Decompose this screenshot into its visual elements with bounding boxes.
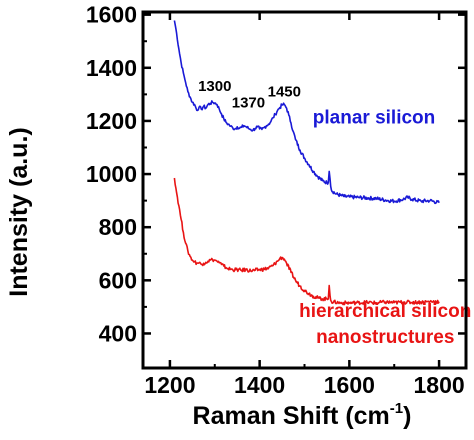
x-tick-label-1200: 1200 <box>144 372 195 398</box>
series-label-1-line-0: hierarchical silicon <box>299 301 471 322</box>
x-axis-title: Raman Shift (cm-1) <box>193 400 412 430</box>
y-tick-label-1600: 1600 <box>86 2 137 28</box>
x-tick-label-1800: 1800 <box>413 372 464 398</box>
series-line-1 <box>173 177 440 306</box>
axes: 1200 1400 1600 1800 400 600 800 1000 1200 1400 160… <box>86 2 468 398</box>
y-tick-label-1000: 1000 <box>86 161 137 187</box>
peak-label-2: 1450 <box>268 83 301 100</box>
series-group <box>173 20 440 306</box>
x-tick-label-1400: 1400 <box>234 372 285 398</box>
x-axis-title-main: Raman Shift (cm <box>193 402 390 430</box>
x-axis-title-suffix: ) <box>403 402 411 430</box>
y-axis-title: Intensity (a.u.) <box>5 127 33 296</box>
y-tick-label-600: 600 <box>99 267 137 293</box>
series-label-1-line-1: nanostructures <box>316 327 454 348</box>
x-axis-title-superscript: -1 <box>390 400 403 417</box>
y-tick-label-1400: 1400 <box>86 55 137 81</box>
series-label-0-line-0: planar silicon <box>313 108 435 129</box>
y-tick-label-400: 400 <box>99 320 137 346</box>
y-tick-label-800: 800 <box>99 214 137 240</box>
x-tick-label-1600: 1600 <box>324 372 375 398</box>
peak-label-1: 1370 <box>232 95 265 112</box>
peak-label-0: 1300 <box>198 78 231 95</box>
y-tick-label-1200: 1200 <box>86 108 137 134</box>
series-line-0 <box>173 20 440 205</box>
